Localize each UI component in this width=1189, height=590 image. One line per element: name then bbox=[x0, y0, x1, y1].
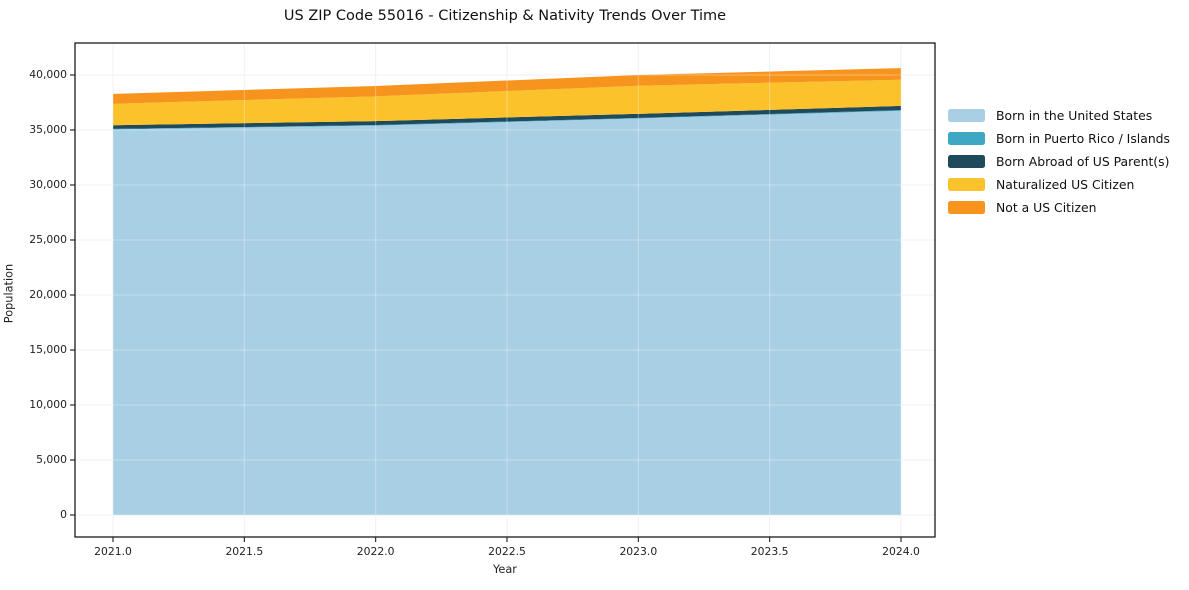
legend-item-naturalized-us-citizen: Naturalized US Citizen bbox=[948, 173, 1170, 196]
area-series-born-in-the-united-states bbox=[113, 110, 901, 515]
plot-spines bbox=[74, 42, 936, 538]
legend-item-born-in-the-united-states: Born in the United States bbox=[948, 104, 1170, 127]
legend-swatch-icon bbox=[948, 109, 985, 122]
legend-swatch-icon bbox=[948, 178, 985, 191]
x-tick-label: 2021.5 bbox=[225, 545, 264, 558]
legend-swatch-icon bbox=[948, 201, 985, 214]
y-tick-label: 0 bbox=[60, 508, 67, 521]
legend-swatch-icon bbox=[948, 132, 985, 145]
x-tick-label: 2023.5 bbox=[750, 545, 789, 558]
y-tick-label: 40,000 bbox=[29, 68, 67, 81]
legend-label: Born in Puerto Rico / Islands bbox=[996, 131, 1171, 146]
y-tick-label: 25,000 bbox=[29, 233, 67, 246]
legend-label: Born in the United States bbox=[996, 108, 1153, 123]
x-tick-label: 2023.0 bbox=[619, 545, 658, 558]
legend-item-born-abroad-of-us-parent-s: Born Abroad of US Parent(s) bbox=[948, 150, 1170, 173]
legend-swatch-icon bbox=[948, 155, 985, 168]
x-tick-label: 2022.5 bbox=[488, 545, 526, 558]
y-tick-label: 15,000 bbox=[29, 343, 67, 356]
area-series-born-abroad-of-us-parent-s bbox=[113, 105, 901, 129]
legend: Born in the United States Born in Puerto … bbox=[948, 104, 1170, 219]
legend-label: Naturalized US Citizen bbox=[996, 177, 1135, 192]
x-tick-label: 2022.0 bbox=[356, 545, 395, 558]
legend-label: Born Abroad of US Parent(s) bbox=[996, 154, 1170, 169]
y-tick-label: 10,000 bbox=[29, 398, 67, 411]
x-tick-label: 2024.0 bbox=[882, 545, 920, 558]
y-tick-label: 5,000 bbox=[36, 453, 67, 466]
x-axis-label: Year bbox=[493, 563, 517, 576]
legend-item-not-a-us-citizen: Not a US Citizen bbox=[948, 196, 1170, 219]
y-tick-label: 20,000 bbox=[29, 288, 67, 301]
x-tick-label: 2021.0 bbox=[94, 545, 132, 558]
area-series-naturalized-us-citizen bbox=[113, 79, 901, 126]
legend-label: Not a US Citizen bbox=[996, 200, 1097, 215]
area-series-not-a-us-citizen bbox=[113, 68, 901, 104]
y-tick-label: 35,000 bbox=[29, 123, 67, 136]
y-axis-label: Population bbox=[2, 263, 16, 324]
y-tick-label: 30,000 bbox=[29, 178, 67, 191]
legend-item-born-in-puerto-rico-islands: Born in Puerto Rico / Islands bbox=[948, 127, 1170, 150]
chart-title: US ZIP Code 55016 - Citizenship & Nativi… bbox=[283, 8, 727, 24]
